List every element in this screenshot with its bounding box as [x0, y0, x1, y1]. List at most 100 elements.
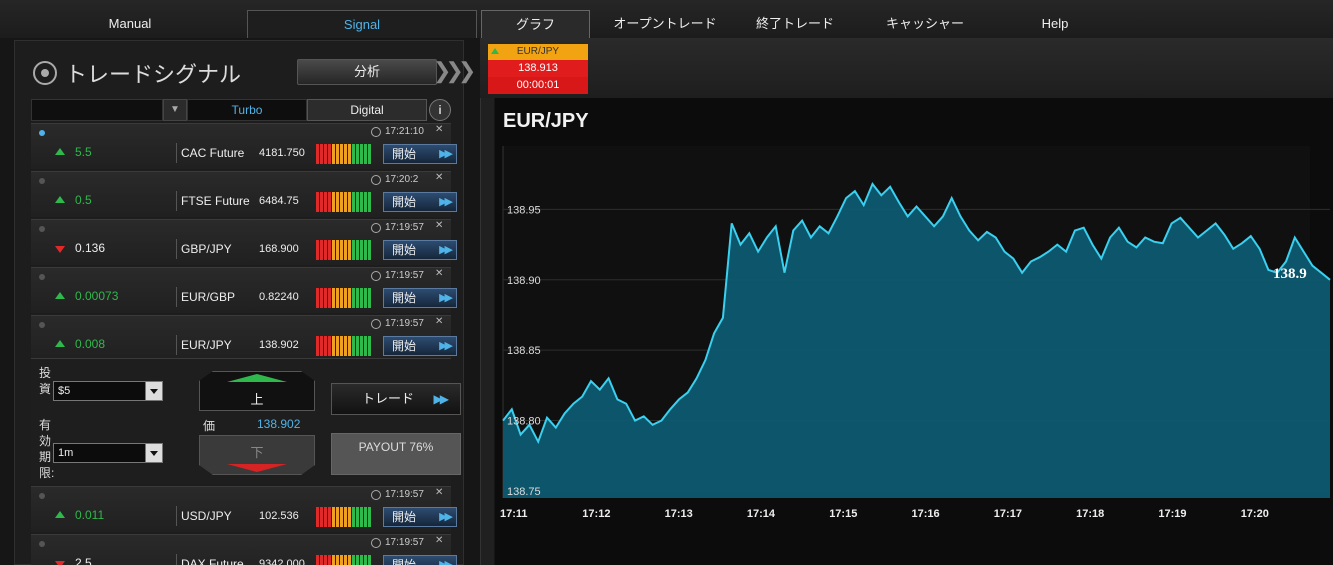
fast-forward-icon: ▶▶: [439, 196, 453, 208]
tab-signal[interactable]: Signal: [247, 10, 477, 38]
signal-row[interactable]: 17:19:57 ✕ 0.011 USD/JPY 102.536 開始 ▶▶: [31, 486, 457, 532]
meter-bar: [352, 144, 355, 164]
meter-bar: [328, 288, 331, 308]
start-button-label: 開始: [392, 558, 417, 565]
start-button[interactable]: 開始 ▶▶: [383, 288, 457, 308]
asset-filter-select[interactable]: [31, 99, 163, 121]
down-arrow-icon: [55, 246, 65, 253]
meter-bar: [356, 192, 359, 212]
signal-symbol: EUR/GBP: [181, 290, 236, 304]
x-tick-label: 17:19: [1158, 508, 1186, 520]
meter-bar: [324, 144, 327, 164]
meter-bar: [360, 240, 363, 260]
tab-graph[interactable]: グラフ: [481, 10, 590, 38]
meter-bar: [344, 555, 347, 565]
quote-symbol: EUR/JPY: [516, 46, 560, 57]
panel-title: トレードシグナル: [65, 62, 242, 87]
filter-turbo-tab[interactable]: Turbo: [187, 99, 307, 121]
x-tick-label: 17:18: [1076, 508, 1104, 520]
meter-bar: [324, 507, 327, 527]
meter-bar: [356, 507, 359, 527]
expiry-label: 有効期限:: [39, 418, 55, 480]
y-tick-label: 138.80: [507, 416, 541, 428]
divider: [176, 287, 177, 307]
signal-row[interactable]: 17:19:57 ✕ 2.5 DAX Future 9342.000 開始 ▶▶: [31, 534, 457, 565]
y-tick-label: 138.90: [507, 275, 541, 287]
close-icon[interactable]: ✕: [435, 487, 444, 498]
signal-time: 17:19:57: [385, 318, 424, 329]
meter-bar: [364, 555, 367, 565]
call-up-button[interactable]: 上: [199, 371, 315, 411]
signal-row[interactable]: 17:20:2 ✕ 0.5 FTSE Future 6484.75 開始 ▶▶: [31, 171, 457, 217]
analyze-button[interactable]: 分析: [297, 59, 437, 85]
signal-symbol: DAX Future: [181, 557, 244, 565]
put-down-label: 下: [250, 445, 264, 460]
filter-bar: ▼ Turbo Digital i: [31, 99, 451, 121]
close-icon[interactable]: ✕: [435, 268, 444, 279]
tab-help[interactable]: Help: [1041, 16, 1069, 31]
meter-bar: [328, 555, 331, 565]
meter-bar: [348, 192, 351, 212]
tab-manual[interactable]: Manual: [108, 16, 152, 31]
chevron-down-icon[interactable]: [145, 381, 163, 401]
status-dot: [39, 541, 45, 547]
info-icon[interactable]: i: [429, 99, 451, 121]
start-button[interactable]: 開始 ▶▶: [383, 192, 457, 212]
meter-bar: [332, 240, 335, 260]
start-button[interactable]: 開始 ▶▶: [383, 507, 457, 527]
start-button[interactable]: 開始 ▶▶: [383, 144, 457, 164]
signal-row[interactable]: 17:19:57 ✕ 0.008 EUR/JPY 138.902 開始 ▶▶: [31, 315, 457, 361]
invest-amount-select[interactable]: $5: [53, 381, 163, 401]
signal-time: 17:19:57: [385, 489, 424, 500]
signal-row[interactable]: 17:19:57 ✕ 0.00073 EUR/GBP 0.82240 開始 ▶▶: [31, 267, 457, 313]
meter-bar: [352, 507, 355, 527]
price-chart-svg: 138.75 138.80 138.85 138.90 138.95 17:11 17:12…: [500, 146, 1331, 520]
clock-icon: [371, 175, 381, 185]
trade-button[interactable]: トレード ▶▶: [331, 383, 461, 415]
chevron-down-icon[interactable]: ▼: [163, 99, 187, 121]
divider: [176, 143, 177, 163]
start-button-label: 開始: [392, 147, 417, 161]
start-button[interactable]: 開始 ▶▶: [383, 336, 457, 356]
start-button[interactable]: 開始 ▶▶: [383, 555, 457, 565]
meter-bar: [364, 144, 367, 164]
signal-price: 4181.750: [259, 147, 305, 159]
close-icon[interactable]: ✕: [435, 124, 444, 135]
tab-cashier[interactable]: キャッシャー: [885, 16, 964, 31]
meter-bar: [336, 555, 339, 565]
invest-label: 投資: [39, 366, 52, 396]
up-arrow-icon: [55, 196, 65, 203]
tab-open-trade[interactable]: オープントレード: [613, 16, 717, 31]
quote-symbol-bar: EUR/JPY: [488, 44, 588, 60]
signal-row[interactable]: 17:19:57 ✕ 0.136 GBP/JPY 168.900 開始 ▶▶: [31, 219, 457, 265]
meter-bar: [360, 336, 363, 356]
meter-bar: [368, 144, 371, 164]
start-button[interactable]: 開始 ▶▶: [383, 240, 457, 260]
close-icon[interactable]: ✕: [435, 220, 444, 231]
close-icon[interactable]: ✕: [435, 316, 444, 327]
meter-bar: [344, 288, 347, 308]
price-chart: 138.75 138.80 138.85 138.90 138.95 17:11 17:12…: [495, 98, 1333, 565]
close-icon[interactable]: ✕: [435, 535, 444, 546]
meter-bar: [340, 336, 343, 356]
meter-bar: [352, 336, 355, 356]
meter-bar: [360, 507, 363, 527]
filter-digital-tab[interactable]: Digital: [307, 99, 427, 121]
meter-bar: [368, 192, 371, 212]
tab-closed-trade[interactable]: 終了トレード: [755, 16, 834, 31]
fast-forward-icon: ▶▶: [439, 340, 453, 352]
panel-divider: [480, 40, 494, 565]
expiry-select[interactable]: 1m: [53, 443, 163, 463]
x-tick-label: 17:17: [994, 508, 1022, 520]
meter-bar: [348, 144, 351, 164]
put-down-button[interactable]: 下: [199, 435, 315, 475]
quote-ticker[interactable]: EUR/JPY 138.913 00:00:01: [488, 44, 588, 94]
meter-bar: [324, 240, 327, 260]
chevron-down-icon[interactable]: [145, 443, 163, 463]
meter-bar: [340, 192, 343, 212]
meter-bar: [320, 288, 323, 308]
signal-row[interactable]: 17:21:10 ✕ 5.5 CAC Future 4181.750 開始 ▶▶: [31, 123, 457, 169]
close-icon[interactable]: ✕: [435, 172, 444, 183]
x-tick-label: 17:12: [582, 508, 610, 520]
meter-bar: [352, 555, 355, 565]
